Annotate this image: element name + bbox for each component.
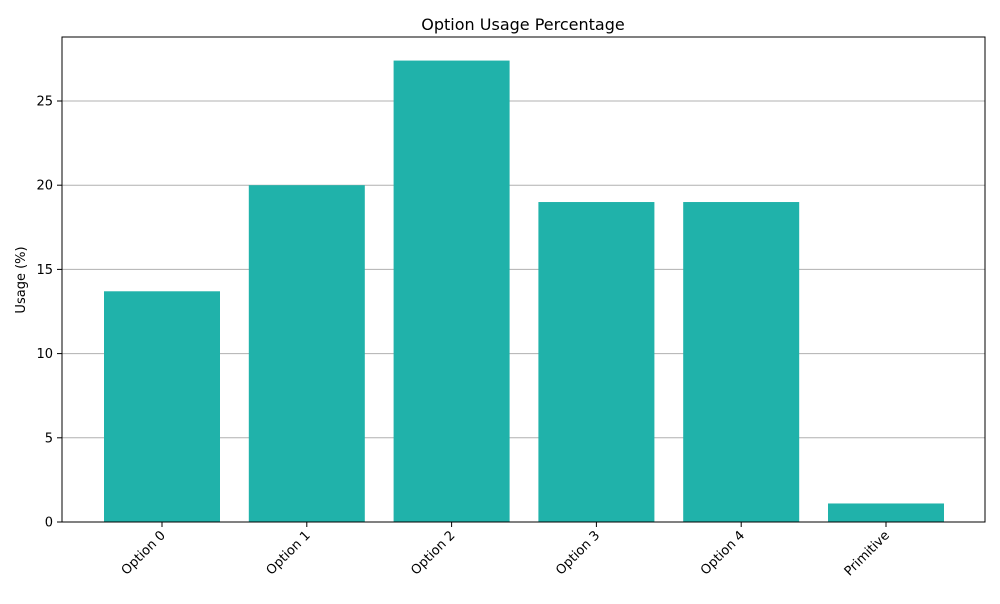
bar-option-0: [104, 291, 220, 522]
axes: [61, 36, 986, 523]
y-tick-label: 10: [36, 347, 53, 362]
y-axis-label: Usage (%): [14, 246, 29, 313]
x-tick-label: Option 2: [408, 528, 458, 578]
bar-option-2: [393, 60, 510, 523]
x-tick-label: Primitive: [842, 528, 893, 579]
x-tick-label: Option 0: [119, 528, 169, 578]
y-tick-label: 5: [45, 431, 53, 446]
bar-option-3: [538, 202, 655, 522]
y-tick-label: 15: [36, 263, 53, 278]
bar-primitive: [828, 503, 944, 522]
y-tick-label: 0: [45, 516, 53, 531]
y-tick-label: 20: [36, 179, 53, 194]
plot-frame: [61, 36, 986, 523]
bar-option-1: [248, 185, 365, 522]
bar-option-4: [683, 202, 800, 522]
y-tick-label: 25: [36, 94, 53, 109]
chart-title: Option Usage Percentage: [421, 15, 624, 34]
x-tick-label: Option 4: [698, 528, 748, 578]
x-tick-label: Option 3: [553, 528, 603, 578]
bars: [104, 60, 944, 523]
x-tick-label: Option 1: [264, 528, 314, 578]
